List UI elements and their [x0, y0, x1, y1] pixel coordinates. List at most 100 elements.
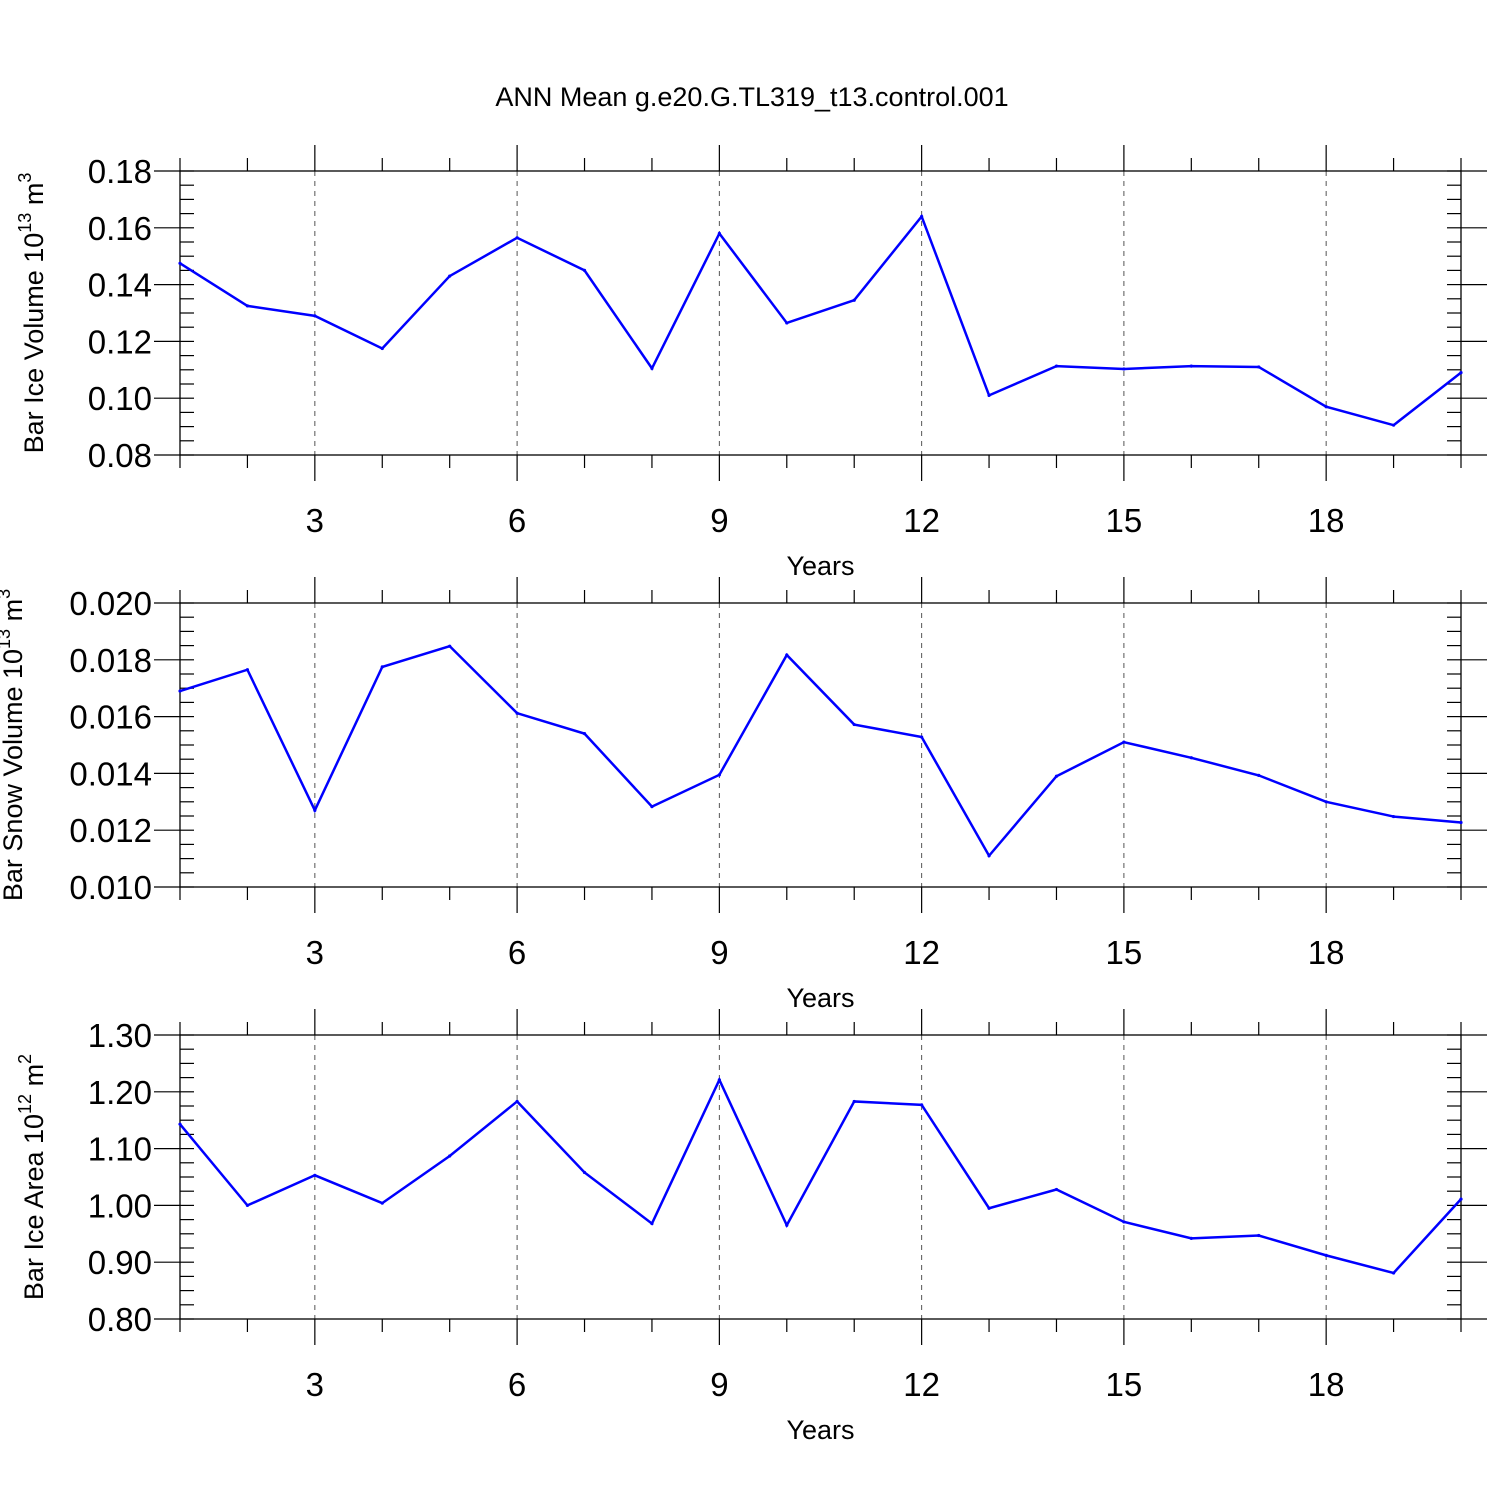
data-point — [987, 393, 991, 397]
data-point — [852, 1099, 856, 1104]
y-axis-title-unit-exponent: 3 — [15, 173, 35, 183]
x-tick-label: 18 — [1308, 934, 1345, 971]
data-point — [380, 1201, 384, 1205]
x-tick-label: 6 — [508, 1366, 526, 1403]
y-axis-title-text: Bar Ice Area 10 — [19, 1114, 49, 1300]
data-point — [313, 808, 317, 812]
x-axis-title: Years — [786, 1415, 854, 1445]
plot-frame — [179, 602, 1462, 888]
data-point — [178, 261, 182, 265]
data-point — [650, 366, 654, 370]
y-axis-title-text: Bar Snow Volume 10 — [0, 649, 28, 901]
y-axis-title-unit: m — [19, 1064, 49, 1094]
data-point — [1189, 756, 1193, 760]
data-point — [1459, 371, 1463, 375]
y-tick-label: 0.010 — [69, 869, 152, 906]
y-tick-label: 0.14 — [88, 267, 152, 304]
y-tick-label: 1.00 — [88, 1187, 152, 1224]
data-point — [1122, 1220, 1126, 1224]
data-point — [448, 1154, 452, 1158]
data-point — [785, 321, 789, 325]
data-point — [1054, 774, 1059, 778]
y-tick-label: 0.12 — [88, 323, 152, 360]
y-axis-title-exponent: 12 — [15, 1094, 35, 1114]
x-tick-label: 15 — [1106, 934, 1143, 971]
y-axis-title: Bar Ice Volume 1013 m3 — [15, 173, 49, 454]
x-tick-label: 18 — [1308, 502, 1345, 539]
data-point — [1054, 1187, 1059, 1192]
data-point — [717, 773, 721, 777]
panel-snow-volume: 0.010 0.012 0.014 0.016 0.018 0.020 3 6 9 12 15 18 Y… — [0, 577, 1487, 1013]
data-point — [1189, 364, 1193, 368]
y-tick-label: 0.16 — [88, 210, 152, 247]
x-tick-label: 6 — [508, 502, 526, 539]
data-point — [987, 854, 991, 858]
y-axis-title-unit: m — [0, 599, 28, 629]
data-point — [1257, 1233, 1261, 1238]
data-point — [785, 653, 789, 657]
x-tick-label: 12 — [903, 502, 940, 539]
data-point — [245, 304, 250, 308]
y-tick-label: 0.08 — [88, 437, 152, 474]
data-point — [245, 1203, 250, 1207]
panel-ice-volume: 0.08 0.10 0.12 0.14 0.16 0.18 3 6 9 12 15 18 Years Ba… — [15, 145, 1487, 581]
plot-frame — [179, 170, 1462, 456]
y-axis-title-text: Bar Ice Volume 10 — [19, 233, 49, 454]
data-point — [852, 298, 856, 302]
data-point — [717, 231, 721, 236]
y-tick-label: 0.020 — [69, 585, 152, 622]
data-point — [1459, 1197, 1463, 1201]
data-point — [448, 644, 452, 648]
data-point — [785, 1223, 789, 1227]
data-point — [380, 346, 384, 351]
data-point — [1391, 423, 1396, 427]
data-point — [987, 1206, 991, 1210]
data-point — [1257, 773, 1261, 777]
data-point — [717, 1078, 721, 1082]
panel-ice-area: 0.80 0.90 1.00 1.10 1.20 1.30 3 6 9 12 15 18 Years Ba… — [15, 1009, 1487, 1445]
data-point — [178, 689, 182, 693]
x-tick-label: 15 — [1106, 1366, 1143, 1403]
y-axis-title-exponent: 13 — [0, 629, 14, 649]
data-point — [920, 735, 924, 739]
y-tick-label: 0.016 — [69, 699, 152, 736]
x-tick-label: 3 — [306, 934, 324, 971]
y-axis-title-exponent: 13 — [15, 213, 35, 233]
x-tick-label: 12 — [903, 934, 940, 971]
data-point — [448, 274, 452, 278]
y-tick-label: 1.20 — [88, 1074, 152, 1111]
data-point — [178, 1122, 182, 1126]
y-axis-title-unit: m — [19, 183, 49, 213]
data-point — [1054, 364, 1059, 368]
data-point — [1324, 405, 1328, 409]
y-tick-label: 0.90 — [88, 1244, 152, 1281]
y-tick-label: 0.014 — [69, 755, 152, 792]
x-tick-label: 3 — [306, 1366, 324, 1403]
y-tick-label: 0.18 — [88, 153, 152, 190]
x-axis-title: Years — [786, 551, 854, 581]
x-tick-label: 15 — [1106, 502, 1143, 539]
data-point — [1324, 1253, 1328, 1257]
data-point — [1391, 1271, 1396, 1275]
y-axis-title: Bar Ice Area 1012 m2 — [15, 1054, 49, 1300]
y-tick-label: 0.012 — [69, 812, 152, 849]
data-point — [852, 722, 856, 727]
data-point — [1324, 800, 1328, 804]
data-point — [245, 668, 250, 672]
data-point — [515, 711, 519, 715]
series-line — [179, 1076, 1462, 1275]
x-tick-label: 9 — [710, 502, 728, 539]
y-tick-label: 0.10 — [88, 380, 152, 417]
x-tick-label: 9 — [710, 934, 728, 971]
data-point — [582, 732, 587, 736]
data-point — [313, 1173, 317, 1177]
y-tick-label: 0.018 — [69, 642, 152, 679]
data-point — [380, 665, 384, 669]
data-point — [582, 1170, 587, 1175]
chart-title: ANN Mean g.e20.G.TL319_t13.control.001 — [495, 82, 1008, 112]
y-axis-title-unit-exponent: 3 — [0, 589, 14, 599]
y-tick-label: 0.80 — [88, 1301, 152, 1338]
y-tick-label: 1.10 — [88, 1131, 152, 1168]
y-axis-title: Bar Snow Volume 1013 m3 — [0, 589, 28, 901]
data-point — [515, 1099, 519, 1104]
